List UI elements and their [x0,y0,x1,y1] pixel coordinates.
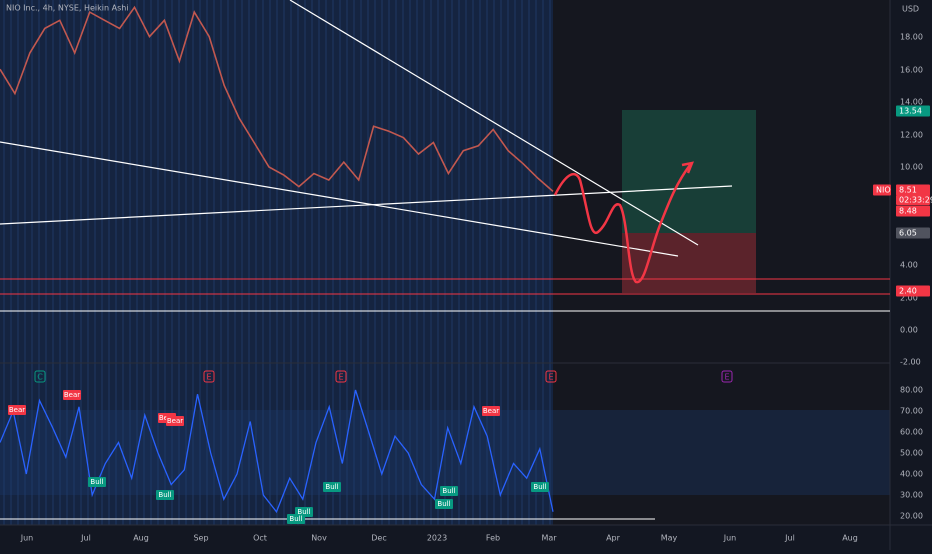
price-axis-label: 12.00 [900,131,923,140]
osc-line [0,389,554,514]
price-axis-label: 14.00 [900,98,923,107]
event-icon [335,370,347,383]
signal-label: Bear [9,406,25,414]
signal-badge [323,482,341,492]
price-tag: 6.05 [899,229,917,238]
osc-axis-label: 80.00 [900,386,923,395]
signal-badge [435,499,453,509]
trend-line [0,185,733,225]
price-tag: 02:33:29 [899,196,932,205]
time-axis-label: Apr [606,534,621,543]
signal-badge [440,486,458,496]
time-axis-label: Jul [784,534,795,543]
signal-label: Bear [64,391,80,399]
price-axis-label: 2.00 [900,294,918,303]
time-axis-label: Mar [541,534,557,543]
osc-band [0,410,890,495]
time-axis-label: Aug [133,534,149,543]
time-axis-label: Jun [723,534,737,543]
time-axis-label: Jun [20,534,34,543]
signal-badge [531,482,549,492]
osc-axis-label: 70.00 [900,407,923,416]
price-axis-label: 18.00 [900,33,923,42]
signal-label: Bull [442,487,455,495]
price-tag: 2.40 [899,287,917,296]
signal-badge [482,406,500,416]
price-axis-label: 4.00 [900,261,918,270]
price-tag-bg [896,184,930,196]
signal-label: Bear [167,417,183,425]
time-axis-label: Aug [842,534,858,543]
price-axis-label: 16.00 [900,66,923,75]
event-label: E [548,373,553,382]
time-axis-label: Jul [80,534,91,543]
event-label: E [724,373,729,382]
signal-label: Bull [533,483,546,491]
time-axis-label: May [661,534,678,543]
signal-label: Bull [325,483,338,491]
price-tag-bg [896,227,930,239]
price-line [0,5,554,193]
signal-label: Bull [437,500,450,508]
time-axis-label: Feb [486,534,500,543]
price-axis-label: -2.00 [900,358,921,367]
price-tag-bg [896,205,930,217]
price-tag: 8.51 [899,186,917,195]
event-label: E [338,373,343,382]
osc-axis-label: 20.00 [900,512,923,521]
loss-zone [622,233,756,293]
price-tag-bg [896,285,930,297]
currency: USD [902,5,919,14]
price-tag: 8.48 [899,207,917,216]
signal-label: Bear [483,407,499,415]
event-label: C [37,373,43,382]
price-tag: 13.54 [899,107,922,116]
price-tag-bg [873,184,891,196]
event-icon [203,370,215,383]
projection-path [553,164,692,284]
price-axis-label: 0.00 [900,326,918,335]
signal-label: Bull [297,508,310,516]
osc-axis-label: 40.00 [900,470,923,479]
time-axis-label: Oct [253,534,267,543]
price-tag-bg [896,105,930,117]
osc-axis-label: 60.00 [900,428,923,437]
signal-badge [63,390,81,400]
osc-axis-label: 50.00 [900,449,923,458]
projection-arrow [681,161,695,174]
signal-label: Bull [90,478,103,486]
signal-badge [166,416,184,426]
price-tag: NIO [876,186,891,195]
time-axis-label: Sep [193,534,208,543]
trend-line [0,141,679,257]
signal-badge [8,405,26,415]
event-label: E [206,373,211,382]
signal-label: Bull [289,515,302,523]
time-axis-label: 2023 [427,534,447,543]
signal-badge [287,514,305,524]
osc-axis-label: 30.00 [900,491,923,500]
time-axis-label: Nov [311,534,327,543]
signal-badge [88,477,106,487]
price-axis-label: 10.00 [900,163,923,172]
event-icon [721,370,733,383]
time-axis-label: Dec [371,534,386,543]
signal-label: Bull [158,491,171,499]
trend-line [289,0,699,246]
signal-badge [156,490,174,500]
event-icon [34,370,46,383]
event-icon [545,370,557,383]
price-tag-bg [896,195,930,205]
symbol-title: NIO Inc., 4h, NYSE, Heikin Ashi [6,4,129,13]
